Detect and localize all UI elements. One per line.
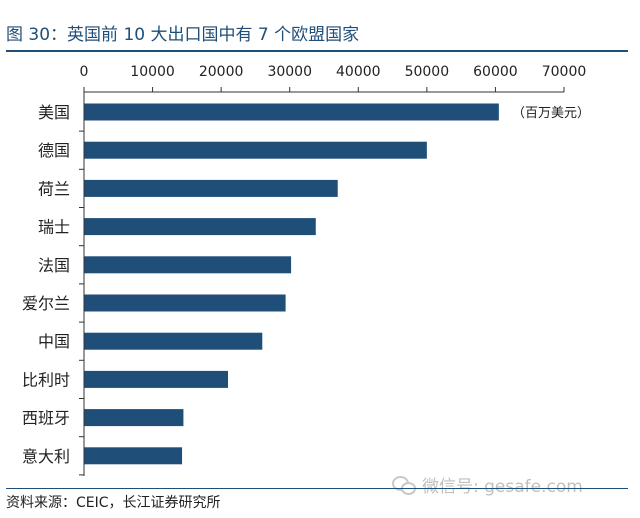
- x-tick-label: 0: [80, 64, 89, 80]
- source-note: 资料来源：CEIC，长江证券研究所: [6, 495, 221, 511]
- x-tick-label: 60000: [473, 64, 518, 80]
- bars: [84, 103, 499, 465]
- title-divider: [6, 50, 628, 52]
- category-label: 美国: [38, 103, 70, 122]
- watermark-text: 微信号: gesafe.com: [422, 477, 583, 497]
- wechat-icon: [392, 475, 416, 495]
- x-tick-label: 30000: [267, 64, 312, 80]
- bar: [84, 409, 184, 427]
- unit-label: （百万美元）: [512, 106, 590, 121]
- bar: [84, 332, 263, 350]
- x-tick-label: 20000: [199, 64, 244, 80]
- category-label: 爱尔兰: [22, 294, 70, 313]
- bar: [84, 447, 183, 465]
- category-label: 西班牙: [22, 409, 70, 428]
- bar: [84, 141, 427, 159]
- category-label: 比利时: [22, 370, 70, 389]
- x-tick-label: 10000: [130, 64, 175, 80]
- bar: [84, 218, 316, 236]
- bar: [84, 256, 292, 274]
- watermark: 微信号: gesafe.com: [392, 472, 583, 497]
- category-label: 荷兰: [38, 179, 70, 198]
- category-label: 瑞士: [38, 218, 70, 237]
- x-tick-label: 40000: [336, 64, 381, 80]
- category-label: 法国: [38, 256, 70, 275]
- category-label: 中国: [38, 332, 70, 351]
- bar: [84, 103, 499, 121]
- x-axis-ticks: 0 10000 20000 30000 40000 50000 60000 70000: [80, 64, 587, 92]
- x-tick-label: 70000: [542, 64, 587, 80]
- bar: [84, 179, 338, 197]
- category-label: 德国: [38, 141, 70, 160]
- chart-title: 图 30：英国前 10 大出口国中有 7 个欧盟国家: [6, 25, 360, 45]
- x-tick-label: 50000: [405, 64, 450, 80]
- category-label: 意大利: [22, 447, 70, 466]
- bar: [84, 370, 228, 388]
- bar: [84, 294, 286, 312]
- bar-chart: 0 10000 20000 30000 40000 50000 60000 70000 美国德…: [22, 64, 590, 476]
- footer-divider: [6, 488, 628, 489]
